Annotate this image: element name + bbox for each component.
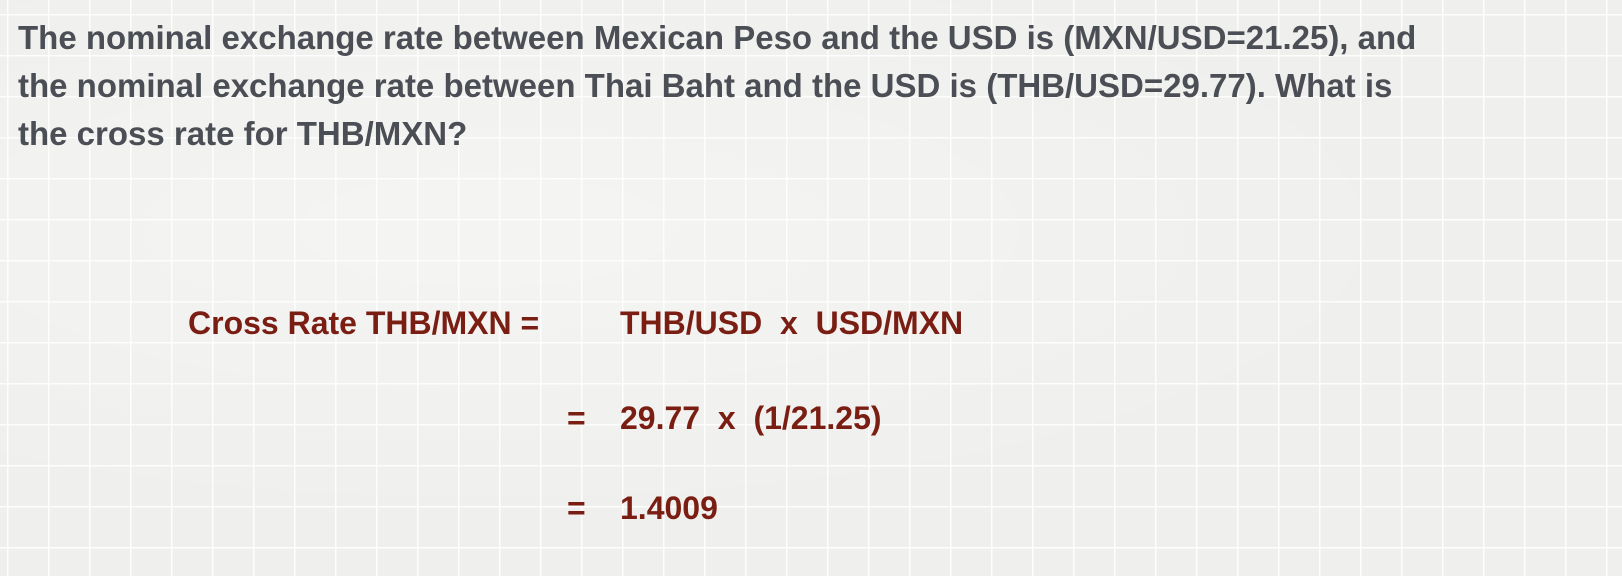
formula-result: 1.4009 (620, 490, 718, 526)
equals-sign-3: = (567, 490, 586, 526)
formula-step-2: 29.77 x (1/21.25) (620, 400, 882, 436)
equals-sign-2: = (567, 400, 586, 436)
question-text: The nominal exchange rate between Mexica… (18, 14, 1608, 158)
question-line-1: The nominal exchange rate between Mexica… (18, 19, 1417, 56)
cross-rate-label: Cross Rate THB/MXN = (188, 305, 540, 341)
formula-step-1: THB/USD x USD/MXN (620, 305, 964, 341)
question-line-3: the cross rate for THB/MXN? (18, 115, 468, 152)
question-line-2: the nominal exchange rate between Thai B… (18, 67, 1393, 104)
